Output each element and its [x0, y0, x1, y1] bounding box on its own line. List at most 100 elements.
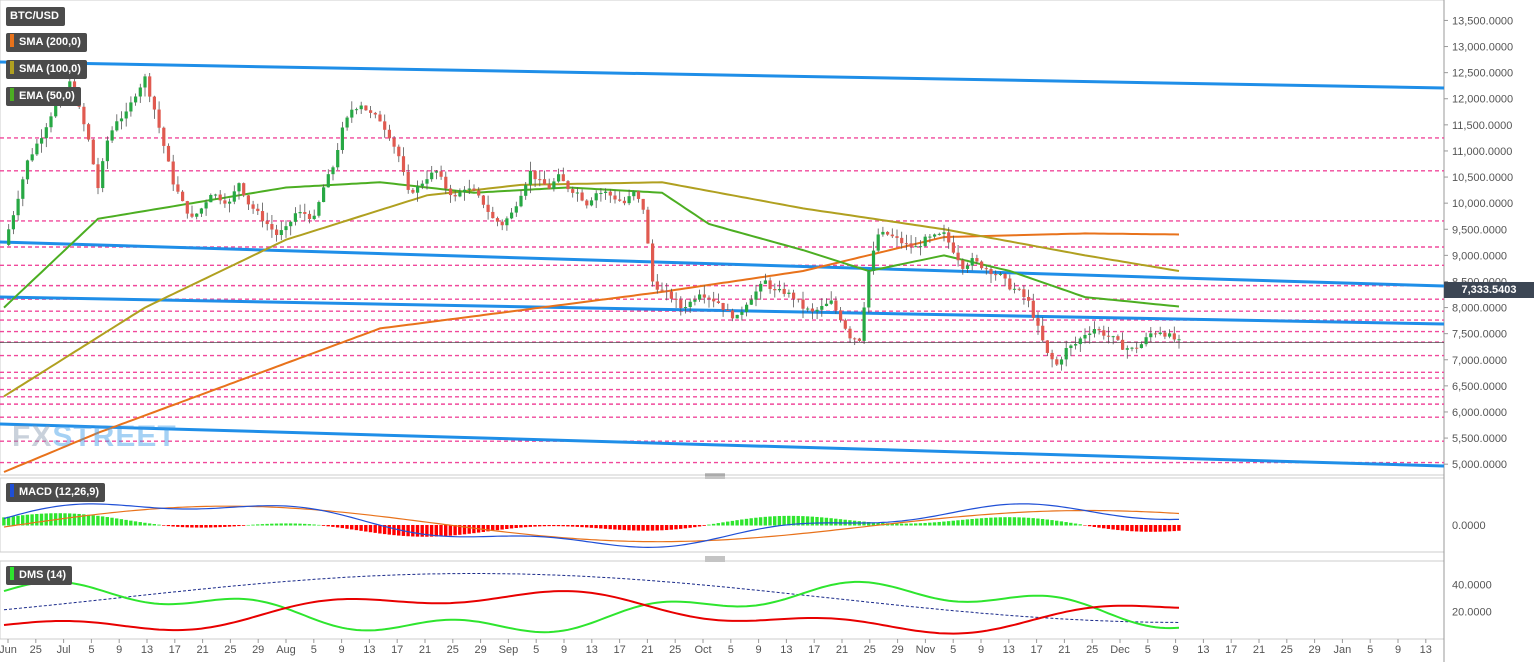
candle-down [87, 124, 91, 140]
candle-up [1177, 339, 1181, 341]
macd-histogram-bar [232, 525, 236, 527]
x-tick-label: 9 [978, 644, 984, 656]
x-tick-label: 17 [1225, 644, 1237, 656]
candle-down [956, 252, 960, 261]
x-tick-label: Aug [276, 644, 296, 656]
price-panel-frame [0, 0, 1445, 476]
candle-down [406, 172, 410, 190]
macd-histogram-bar [1050, 520, 1054, 526]
macd-histogram-bar [270, 523, 274, 526]
candle-down [533, 170, 537, 180]
macd-histogram-bar [1017, 517, 1021, 526]
macd-histogram-bar [1167, 525, 1172, 532]
macd-histogram-bar [1069, 522, 1073, 526]
macd-histogram-bar [209, 525, 213, 528]
candle-down [994, 274, 998, 276]
candle-up [40, 138, 44, 144]
y-tick-label: 7,500.0000 [1452, 329, 1507, 341]
candle-down [613, 195, 617, 200]
macd-histogram-bar [1130, 525, 1134, 532]
macd-histogram-bar [105, 517, 109, 526]
dms-label[interactable]: DMS (14) [6, 566, 73, 585]
macd-histogram-bar [528, 525, 532, 527]
candle-up [918, 246, 923, 248]
candle-down [265, 221, 269, 225]
macd-histogram-bar [1031, 518, 1035, 526]
macd-label[interactable]: MACD (12,26,9) [6, 483, 106, 502]
candle-down [491, 211, 495, 219]
x-tick-label: 9 [339, 644, 345, 656]
macd-histogram-bar [599, 525, 603, 529]
macd-histogram-bar [274, 523, 279, 526]
candle-down [730, 310, 735, 319]
candle-down [655, 281, 659, 290]
y-tick-label: 8,000.0000 [1452, 303, 1507, 315]
macd-histogram-bar [904, 523, 908, 526]
sma100-label[interactable]: SMA (100,0) [6, 60, 87, 79]
macd-histogram-bar [655, 525, 659, 531]
candle-down [839, 310, 843, 321]
macd-histogram-bar [96, 515, 100, 526]
candle-up [115, 121, 119, 131]
candle-down [171, 161, 175, 185]
candle-up [232, 191, 236, 202]
candle-up [204, 202, 208, 209]
candle-down [547, 184, 551, 189]
macd-histogram-bar [335, 525, 340, 528]
candle-up [7, 229, 11, 245]
candle-down [256, 208, 260, 212]
macd-histogram-bar [923, 522, 927, 526]
candle-up [44, 127, 48, 139]
candle-down [303, 212, 307, 214]
candle-up [119, 118, 124, 122]
macd-histogram-bar [30, 514, 34, 526]
dms-tick-label: 40.0000 [1452, 579, 1492, 591]
candle-down [1041, 325, 1045, 341]
macd-histogram-bar [523, 525, 528, 528]
candle-down [721, 302, 725, 310]
candle-up [1130, 347, 1134, 349]
y-tick-label: 11,000.0000 [1452, 146, 1512, 158]
candle-down [148, 76, 152, 97]
x-tick-label: 5 [311, 644, 317, 656]
candle-up [228, 201, 232, 204]
candle-up [575, 192, 579, 194]
candle-up [505, 218, 509, 226]
macd-histogram-bar [448, 525, 453, 536]
macd-histogram-bar [1083, 525, 1087, 526]
x-tick-label: 9 [116, 644, 122, 656]
macd-histogram-bar [359, 525, 363, 531]
macd-histogram-bar [768, 516, 772, 526]
candle-down [162, 127, 166, 146]
candle-down [373, 112, 377, 115]
macd-histogram-bar [1158, 525, 1162, 532]
macd-histogram-bar [227, 525, 232, 527]
candle-up [195, 213, 199, 217]
candle-down [980, 261, 984, 269]
macd-histogram-bar [693, 525, 697, 528]
candle-down [176, 184, 180, 192]
candle-up [829, 300, 833, 304]
dmi-plus-line [3, 580, 1180, 634]
candle-up [11, 215, 15, 230]
macd-histogram-bar [392, 525, 396, 536]
symbol-label[interactable]: BTC/USD [6, 7, 65, 26]
macd-histogram-bar [91, 515, 95, 526]
x-tick-label: 13 [141, 644, 153, 656]
macd-histogram-bar [519, 525, 523, 528]
macd-histogram-bar [542, 525, 547, 527]
sma200-label[interactable]: SMA (200,0) [6, 33, 87, 52]
macd-histogram-bar [1045, 519, 1049, 526]
candle-up [425, 179, 429, 184]
candle-down [1106, 335, 1111, 337]
trendlines[interactable] [0, 60, 1445, 468]
ema50-label[interactable]: EMA (50,0) [6, 87, 81, 106]
axes: 13,500.0000 13,000.0000 12,500.0000 12,000.… [0, 15, 1513, 656]
candle-up [1088, 333, 1092, 335]
macd-histogram-bar [434, 525, 438, 537]
macd-histogram-bar [730, 520, 735, 526]
macd-histogram-bar [331, 525, 335, 527]
macd-histogram-bar [956, 520, 960, 526]
macd-histogram-bar [147, 523, 152, 526]
